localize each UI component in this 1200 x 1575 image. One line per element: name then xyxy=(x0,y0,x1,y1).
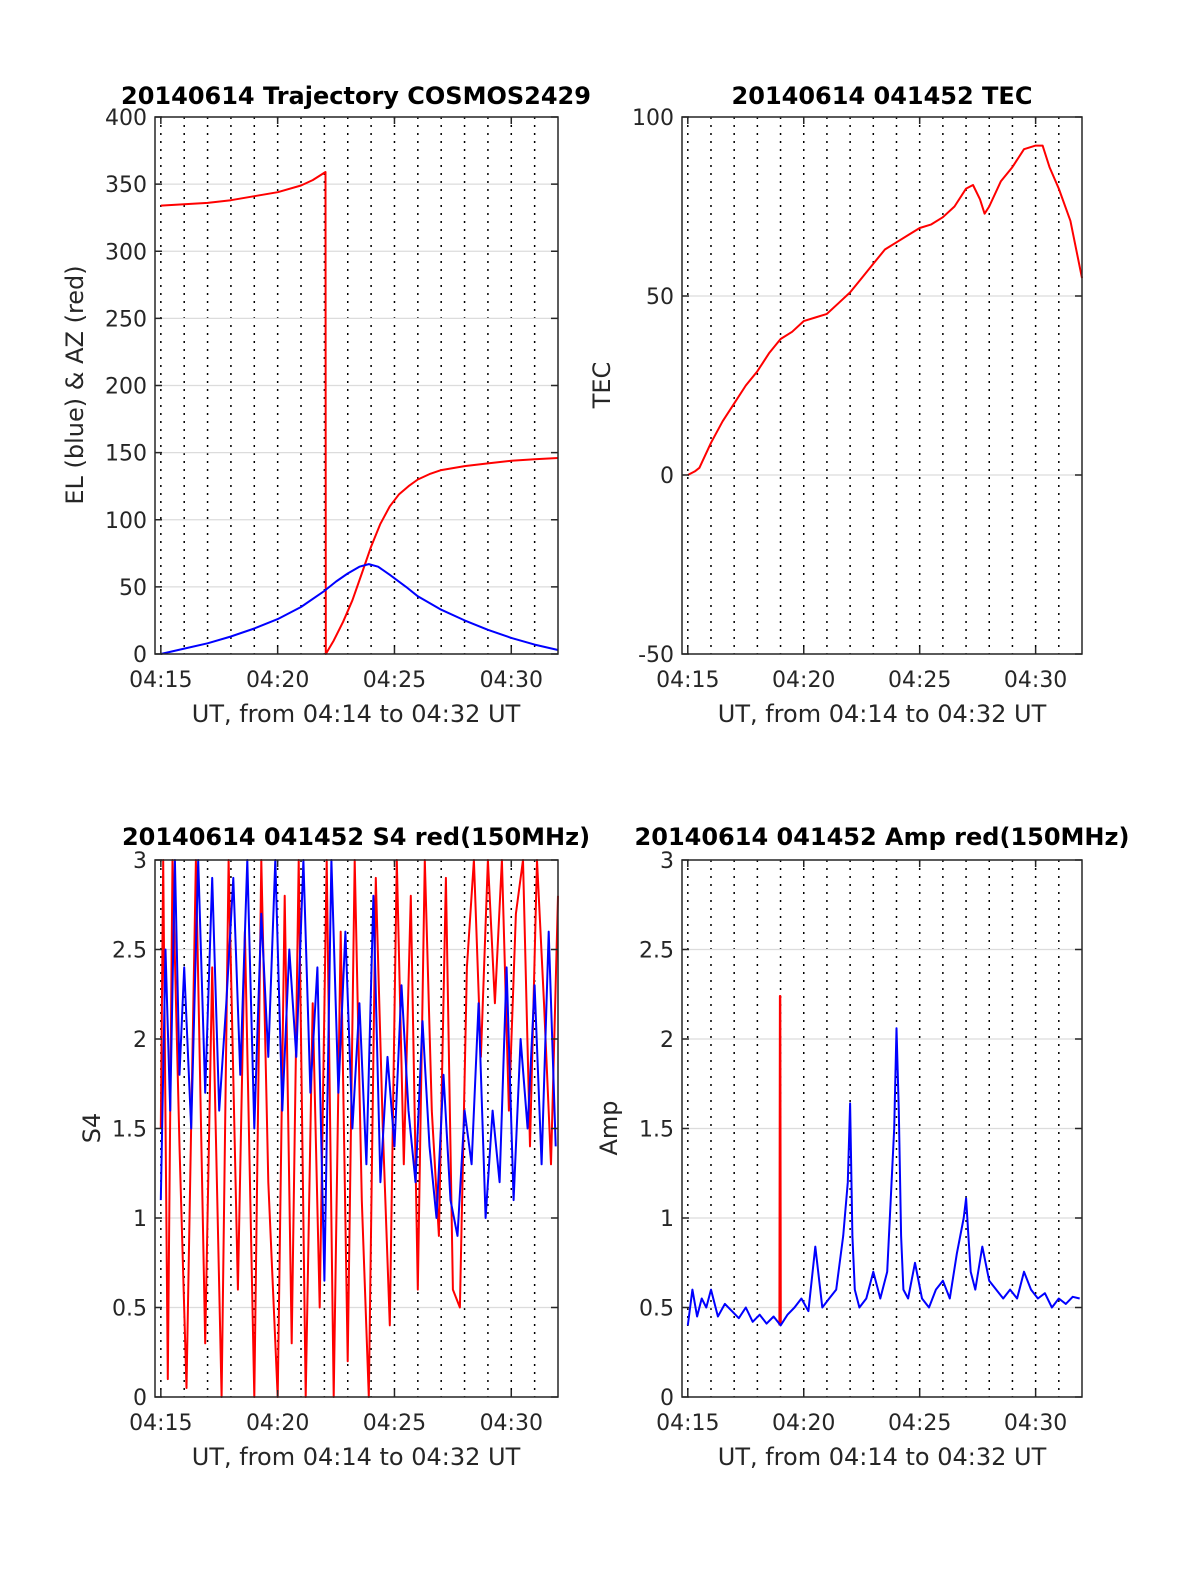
y-tick-labels: 0 0.5 1 1.5 2 2.5 3 xyxy=(639,849,1082,1411)
y-tick-label: -50 xyxy=(638,643,674,668)
y-tick-label: 200 xyxy=(105,375,147,400)
x-tick-label: 04:15 xyxy=(656,1411,719,1436)
chart-title: 20140614 041452 Amp red(150MHz) xyxy=(635,823,1130,851)
x-tick-label: 04:20 xyxy=(246,1411,309,1436)
y-tick-label: 3 xyxy=(133,849,147,874)
plot-frame xyxy=(681,116,1083,655)
y-tick-label: 150 xyxy=(105,442,147,467)
panel-amp: 04:15 04:20 04:25 04:30 0 0.5 1 1.5 2 2.5 3 20140… xyxy=(595,823,1129,1471)
x-tick-label: 04:30 xyxy=(1004,1411,1067,1436)
y-tick-label: 2 xyxy=(660,1028,674,1053)
y-tick-labels: 0 0.5 1 1.5 2 2.5 3 xyxy=(112,849,558,1411)
y-axis-label: EL (blue) & AZ (red) xyxy=(61,265,89,504)
series-line-amp_blue xyxy=(686,1027,1080,1327)
x-tick-label: 04:20 xyxy=(772,1411,835,1436)
y-tick-label: 1.5 xyxy=(639,1118,674,1143)
panel-s4: 04:15 04:20 04:25 04:30 0 0.5 1 1.5 2 2.5 3 20140… xyxy=(78,823,590,1471)
series-layer xyxy=(687,144,1083,476)
series-line-s4_blue xyxy=(159,859,557,1282)
y-tick-labels: 0 50 100 150 200 250 300 350 400 xyxy=(105,106,558,668)
y-tick-label: 1.5 xyxy=(112,1118,147,1143)
y-axis-label: S4 xyxy=(78,1113,106,1144)
x-tick-label: 04:25 xyxy=(888,668,951,693)
y-tick-label: 100 xyxy=(105,509,147,534)
series-layer xyxy=(159,859,559,1398)
x-axis-label: UT, from 04:14 to 04:32 UT xyxy=(718,700,1047,728)
y-axis-label: Amp xyxy=(595,1100,623,1155)
series-line-tec xyxy=(687,144,1083,476)
y-tick-label: 250 xyxy=(105,307,147,332)
y-tick-label: 0 xyxy=(660,1386,674,1411)
chart-title: 20140614 Trajectory COSMOS2429 xyxy=(121,82,591,110)
panel-trajectory: 04:15 04:20 04:25 04:30 0 50 100 150 200 250 300 3… xyxy=(61,82,591,728)
y-tick-label: 0.5 xyxy=(112,1297,147,1322)
x-tick-label: 04:15 xyxy=(129,1411,192,1436)
y-tick-label: 350 xyxy=(105,173,147,198)
series-line-s4_red xyxy=(159,859,559,1398)
series-line-amp_red xyxy=(778,995,782,1326)
x-tick-label: 04:25 xyxy=(888,1411,951,1436)
x-tick-labels: 04:15 04:20 04:25 04:30 xyxy=(656,117,1067,693)
x-axis-label: UT, from 04:14 to 04:32 UT xyxy=(718,1443,1047,1471)
chart-title: 20140614 041452 S4 red(150MHz) xyxy=(122,823,590,851)
series-line-el xyxy=(160,563,559,655)
panel-tec: 04:15 04:20 04:25 04:30 -50 0 50 100 20140614 … xyxy=(588,82,1083,728)
x-axis-label: UT, from 04:14 to 04:32 UT xyxy=(192,700,521,728)
x-tick-label: 04:30 xyxy=(480,668,543,693)
x-tick-label: 04:15 xyxy=(656,668,719,693)
y-tick-label: 300 xyxy=(105,240,147,265)
series-layer xyxy=(686,995,1080,1327)
x-tick-label: 04:20 xyxy=(246,668,309,693)
x-tick-label: 04:30 xyxy=(480,1411,543,1436)
y-tick-label: 0.5 xyxy=(639,1297,674,1322)
y-tick-labels: -50 0 50 100 xyxy=(632,106,1082,668)
vertical-dotted-lines xyxy=(160,117,536,654)
y-tick-label: 0 xyxy=(133,643,147,668)
chart-title: 20140614 041452 TEC xyxy=(732,82,1033,110)
y-tick-label: 0 xyxy=(660,464,674,489)
y-tick-label: 50 xyxy=(646,285,674,310)
series-layer xyxy=(160,171,559,655)
y-tick-label: 100 xyxy=(632,106,674,131)
x-tick-label: 04:30 xyxy=(1004,668,1067,693)
y-tick-label: 50 xyxy=(119,576,147,601)
y-tick-label: 2.5 xyxy=(112,939,147,964)
x-tick-label: 04:25 xyxy=(363,668,426,693)
y-tick-label: 2.5 xyxy=(639,939,674,964)
y-axis-label: TEC xyxy=(588,362,616,410)
x-tick-labels: 04:15 04:20 04:25 04:30 xyxy=(129,117,543,693)
x-tick-label: 04:15 xyxy=(129,668,192,693)
x-tick-label: 04:25 xyxy=(363,1411,426,1436)
y-tick-label: 1 xyxy=(660,1207,674,1232)
y-tick-label: 1 xyxy=(133,1207,147,1232)
x-tick-labels: 04:15 04:20 04:25 04:30 xyxy=(656,860,1067,1436)
series-line-az xyxy=(160,171,559,655)
plot-area xyxy=(682,117,1082,654)
x-axis-label: UT, from 04:14 to 04:32 UT xyxy=(192,1443,521,1471)
y-tick-label: 400 xyxy=(105,106,147,131)
x-tick-labels: 04:15 04:20 04:25 04:30 xyxy=(129,860,543,1436)
y-tick-label: 2 xyxy=(133,1028,147,1053)
y-tick-label: 0 xyxy=(133,1386,147,1411)
x-tick-label: 04:20 xyxy=(772,668,835,693)
y-tick-label: 3 xyxy=(660,849,674,874)
